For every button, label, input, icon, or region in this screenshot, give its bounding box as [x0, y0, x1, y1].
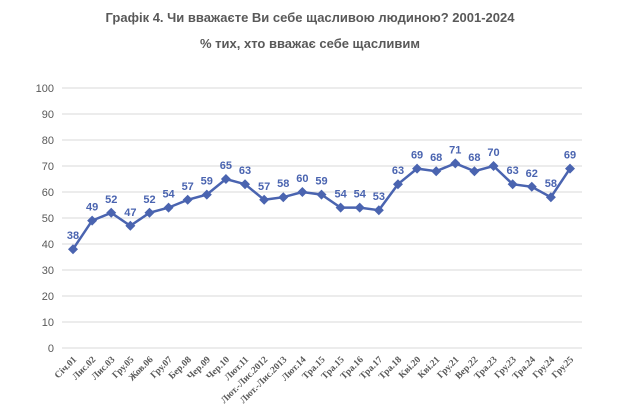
data-point	[125, 220, 136, 231]
data-label: 68	[468, 152, 480, 164]
data-point	[373, 205, 384, 216]
data-point	[259, 194, 270, 205]
data-point	[335, 202, 346, 213]
y-tick-label: 80	[42, 135, 54, 147]
data-label: 52	[105, 194, 117, 206]
y-tick-label: 20	[42, 291, 54, 303]
data-label: 57	[258, 181, 270, 193]
data-point	[278, 192, 289, 203]
y-tick-label: 60	[42, 187, 54, 199]
data-point	[163, 202, 174, 213]
y-tick-label: 40	[42, 239, 54, 251]
chart-title: Графік 4. Чи вважаєте Ви себе щасливою л…	[105, 10, 515, 25]
data-label: 71	[449, 144, 461, 156]
data-label: 63	[239, 165, 251, 177]
data-point	[545, 192, 556, 203]
data-point	[68, 244, 78, 255]
data-point	[431, 166, 442, 177]
data-label: 53	[373, 191, 385, 203]
data-point	[316, 189, 327, 200]
data-point	[220, 174, 231, 184]
y-tick-label: 30	[42, 265, 54, 277]
data-point	[488, 161, 499, 171]
data-label: 69	[411, 150, 423, 162]
data-label: 63	[507, 165, 519, 177]
data-label: 60	[296, 173, 308, 185]
data-label: 52	[143, 194, 155, 206]
data-label: 57	[182, 181, 194, 193]
data-label: 63	[392, 165, 404, 177]
x-tick-label: Гру.25	[550, 355, 576, 381]
data-point	[412, 163, 423, 174]
data-point	[526, 181, 537, 192]
data-point	[450, 158, 461, 169]
data-point	[297, 187, 308, 197]
data-point	[354, 202, 365, 213]
data-label: 59	[315, 176, 327, 188]
data-point	[144, 207, 155, 218]
data-point	[565, 163, 575, 174]
data-label: 54	[334, 189, 347, 201]
data-label: 70	[487, 147, 499, 159]
data-label: 38	[67, 230, 79, 242]
data-point	[87, 215, 98, 226]
y-tick-label: 0	[48, 343, 54, 355]
data-label: 58	[545, 178, 557, 190]
data-point	[182, 194, 193, 205]
data-label: 58	[277, 178, 289, 190]
data-point	[469, 166, 480, 177]
data-point	[201, 189, 212, 200]
data-label: 69	[564, 150, 576, 162]
data-label: 54	[162, 189, 175, 201]
y-tick-label: 90	[42, 109, 54, 121]
y-tick-label: 70	[42, 161, 54, 173]
y-tick-label: 100	[36, 83, 54, 95]
data-label: 49	[86, 202, 98, 214]
data-label: 65	[220, 160, 232, 172]
y-tick-label: 10	[42, 317, 54, 329]
data-label: 59	[201, 176, 213, 188]
data-point	[392, 179, 403, 190]
data-label: 68	[430, 152, 442, 164]
data-point	[106, 207, 117, 218]
data-label: 62	[526, 168, 538, 180]
y-tick-label: 50	[42, 213, 54, 225]
data-point	[240, 179, 251, 190]
data-label: 47	[124, 207, 136, 219]
data-label: 54	[354, 189, 367, 201]
chart-subtitle: % тих, хто вважає себе щасливим	[200, 36, 420, 51]
data-point	[507, 179, 518, 190]
